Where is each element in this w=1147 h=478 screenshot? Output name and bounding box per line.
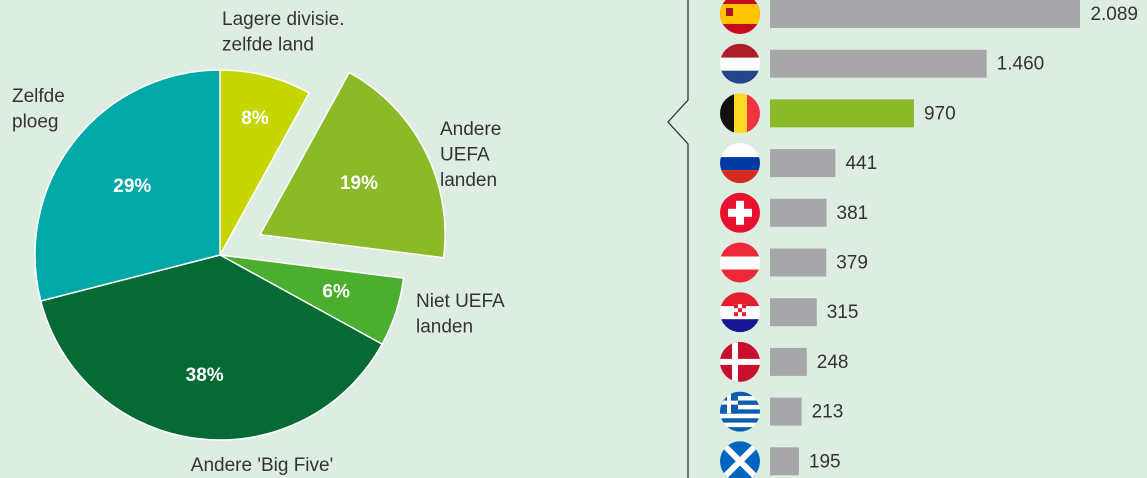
bar-value-label: 379 (836, 253, 868, 274)
bar-value-label: 381 (837, 203, 869, 224)
flag-part (720, 400, 760, 405)
flag-part (720, 157, 760, 171)
pie-slice (258, 71, 446, 259)
bar-value-label: 248 (817, 352, 849, 373)
flag-part (720, 441, 760, 478)
bar (770, 298, 817, 327)
flag-part (720, 269, 760, 283)
flag (720, 43, 760, 84)
bar (770, 248, 827, 277)
flag-part (720, 409, 760, 414)
slice-category-label: Lagere divisie. zelfde land (222, 9, 350, 56)
bar-value-label: 195 (809, 451, 841, 472)
bar (770, 99, 914, 128)
pie-slice (39, 254, 384, 441)
slice-value-label: 6% (322, 282, 350, 303)
flag-part (738, 308, 742, 313)
flag-part (720, 418, 760, 423)
slice-category-label: Zelfde ploeg (12, 86, 70, 133)
flag-part (720, 400, 738, 405)
flag (720, 242, 760, 283)
flag (720, 441, 760, 478)
bar-value-label: 213 (812, 402, 844, 423)
flag (720, 192, 760, 233)
slice-value-label: 8% (241, 108, 269, 129)
flag-part (720, 427, 760, 432)
flag-part (734, 304, 738, 309)
bar (770, 149, 836, 178)
bar-value-label: 315 (827, 302, 859, 323)
flag (720, 93, 760, 134)
flag-part (720, 143, 760, 158)
bar (770, 447, 799, 476)
flag-part (720, 57, 760, 71)
flag (720, 341, 760, 382)
flag-part (720, 404, 760, 410)
callout-line (667, 0, 689, 478)
flag-part (720, 70, 760, 84)
slice-category-label: Andere UEFA landen (440, 119, 507, 191)
pie-slice (219, 69, 311, 256)
flag-part (720, 43, 760, 58)
bar-value-label: 441 (845, 153, 877, 174)
flag (720, 391, 760, 432)
flag-part (720, 242, 760, 257)
flag-part (742, 304, 746, 309)
flag-part (720, 93, 734, 134)
slice-value-label: 29% (113, 176, 151, 197)
flag-part (747, 93, 760, 134)
flag (720, 292, 760, 333)
flag-part (728, 208, 752, 217)
flag-part (720, 319, 760, 333)
bar (770, 397, 802, 426)
flag (720, 143, 760, 184)
flag-part (720, 422, 760, 428)
flag-part (720, 358, 760, 365)
slice-category-label: Andere 'Big Five' (191, 455, 333, 476)
bar (770, 347, 807, 376)
bar-value-label: 970 (924, 103, 956, 124)
flag-part (734, 312, 738, 317)
flag-part (720, 413, 760, 419)
flag-part (720, 396, 760, 401)
flag-part (720, 256, 760, 270)
slice-value-label: 38% (186, 365, 224, 386)
slice-value-label: 19% (340, 173, 378, 194)
bar (770, 49, 987, 78)
flag-part (720, 391, 760, 397)
flag-part (720, 292, 760, 307)
bar-value-label: 1.460 (997, 54, 1045, 75)
flag-part (742, 312, 746, 317)
flag-part (726, 8, 733, 16)
flag-part (734, 93, 747, 134)
flag (720, 0, 760, 34)
slice-category-label: Niet UEFA landen (416, 291, 509, 338)
bar-value-label: 2.089 (1090, 4, 1138, 25)
bar (770, 0, 1080, 28)
pie-slice (34, 69, 221, 302)
bar (770, 198, 827, 227)
flag-part (720, 170, 760, 184)
